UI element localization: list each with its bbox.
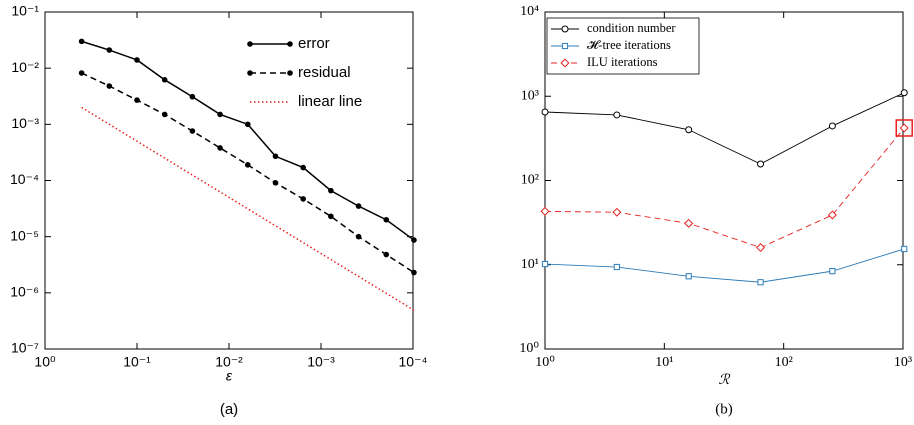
series-line	[81, 40, 415, 241]
legend-label: linear line	[298, 93, 362, 110]
data-point	[756, 243, 766, 253]
y-tick-label: 10⁻⁵	[10, 227, 39, 243]
legend-label: ILU iterations	[587, 55, 658, 69]
series-line	[544, 248, 905, 283]
x-tick-label: 10²	[775, 355, 793, 370]
legend-label: error	[298, 35, 330, 52]
legend-marker	[287, 70, 293, 76]
panel-a: 10⁰ 10⁻¹ 10⁻² 10⁻³ 10⁻⁴ 10⁻⁷ 10⁻⁶ 10⁻⁵ 10⁻⁴ 10⁻³ 1…	[10, 3, 427, 418]
x-tick-label: 10⁻¹	[123, 354, 151, 370]
data-point	[899, 123, 909, 133]
x-tick-label: 10⁰	[535, 355, 555, 370]
x-tick-label: 10⁻⁴	[399, 354, 428, 370]
data-point	[901, 245, 908, 253]
legend-marker	[560, 58, 570, 68]
y-tick-label: 10²	[521, 173, 539, 188]
data-point	[244, 121, 251, 128]
data-point	[411, 237, 417, 243]
data-point	[685, 126, 693, 134]
data-point	[411, 269, 417, 276]
data-point	[300, 196, 306, 202]
legend-marker	[561, 42, 569, 50]
data-point	[328, 187, 334, 194]
data-point	[612, 207, 622, 217]
x-tick-label: 10¹	[655, 355, 673, 370]
data-point	[541, 108, 549, 116]
data-point	[828, 122, 836, 130]
caption: (a)	[220, 401, 238, 418]
data-point	[328, 213, 334, 220]
data-point	[613, 111, 621, 119]
data-point	[355, 203, 362, 209]
series-line	[81, 106, 415, 311]
data-point	[189, 128, 196, 134]
data-point	[685, 273, 692, 280]
legend-marker	[561, 25, 569, 33]
data-point	[300, 164, 306, 171]
y-tick-label: 10¹	[521, 257, 539, 272]
y-tick-label: 10⁰	[519, 341, 539, 356]
caption: (b)	[715, 401, 733, 417]
data-point	[217, 145, 223, 151]
data-point	[757, 160, 765, 168]
legend-marker	[247, 70, 253, 76]
data-point	[827, 210, 837, 220]
x-tick-label: 10⁰	[34, 354, 56, 370]
data-point	[217, 111, 223, 118]
data-point	[106, 47, 113, 53]
y-tick-label: 10⁴	[520, 4, 539, 19]
y-tick-label: 10⁻¹	[11, 3, 39, 19]
data-point	[244, 162, 251, 168]
y-tick-label: 10⁻⁴	[10, 171, 39, 187]
data-point	[684, 218, 694, 228]
data-point	[106, 83, 113, 89]
data-point	[541, 260, 549, 268]
data-point	[829, 268, 836, 275]
x-axis-label: ε	[226, 368, 233, 384]
data-point	[383, 216, 390, 223]
data-point	[757, 279, 764, 286]
y-tick-label: 10⁻⁶	[10, 284, 39, 300]
data-point	[355, 233, 362, 240]
data-point	[383, 251, 390, 258]
data-point	[540, 206, 550, 216]
series-line	[544, 92, 905, 165]
y-tick-label: 10⁻²	[11, 59, 39, 75]
panel-b: 10⁰ 10¹ 10² 10³ 10⁰ 10¹ 10² 10³ 10⁴ ℛ (b) condition…	[519, 4, 913, 417]
data-point	[134, 57, 140, 63]
data-point	[272, 180, 279, 186]
legend-label: 𝓗-tree iterations	[587, 38, 671, 52]
x-tick-label: 10⁻²	[215, 354, 243, 370]
data-point	[78, 70, 85, 76]
x-tick-label: 10³	[894, 355, 912, 370]
data-point	[78, 38, 85, 45]
legend-marker	[247, 41, 253, 47]
data-point	[189, 93, 196, 100]
series-line	[81, 72, 415, 274]
x-tick-label: 10⁻³	[307, 354, 335, 370]
legend-marker	[287, 41, 293, 47]
data-point	[272, 153, 279, 160]
data-point	[134, 97, 140, 103]
y-tick-label: 10⁻³	[11, 115, 39, 131]
highlight-box	[895, 119, 913, 137]
data-point	[161, 77, 168, 83]
y-tick-label: 10⁻⁷	[11, 340, 39, 356]
x-axis-label: ℛ	[718, 373, 730, 388]
plot-frame	[44, 11, 414, 350]
legend-label: condition number	[587, 21, 676, 35]
data-point	[613, 263, 620, 271]
data-point	[161, 111, 168, 118]
series-line	[544, 127, 905, 249]
legend-label: residual	[298, 64, 351, 81]
y-tick-label: 10³	[521, 88, 539, 103]
data-point	[900, 89, 908, 97]
